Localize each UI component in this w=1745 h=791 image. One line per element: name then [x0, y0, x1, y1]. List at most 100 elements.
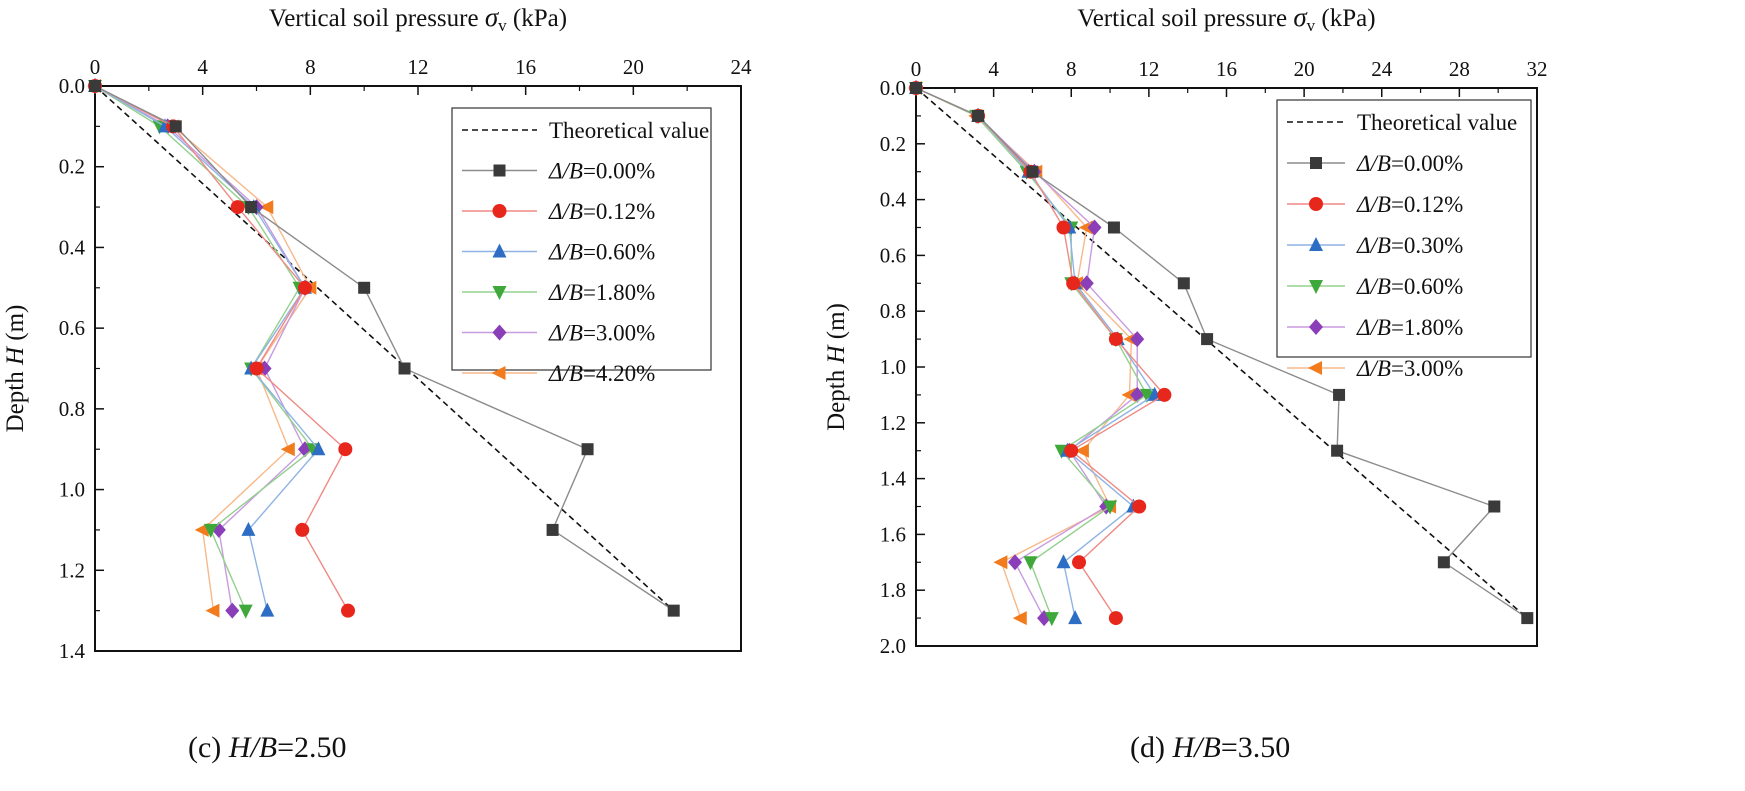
- legend-label-variable: Δ/B: [1356, 151, 1391, 176]
- x-tick-label: 16: [515, 55, 536, 79]
- legend-label-value: =1.80%: [583, 280, 655, 305]
- legend-marker: [491, 366, 506, 380]
- y-tick-label: 1.8: [880, 578, 906, 602]
- caption-value: =3.50: [1220, 731, 1291, 764]
- x-axis-title: Vertical soil pressure σv (kPa): [1077, 2, 1375, 35]
- legend-label-variable: Δ/B: [1356, 192, 1391, 217]
- data-point: [341, 603, 356, 618]
- x-axis-title-unit: (kPa): [507, 5, 567, 32]
- y-tick-label: 1.2: [59, 558, 85, 582]
- data-point: [1177, 277, 1190, 290]
- x-tick-label: 24: [731, 55, 753, 79]
- legend-label: Δ/B=0.00%: [1356, 151, 1463, 176]
- series-line: [94, 85, 306, 611]
- data-point: [260, 602, 275, 617]
- data-point: [280, 442, 295, 457]
- legend-label-variable: Δ/B: [1356, 356, 1391, 381]
- data-point: [205, 603, 220, 618]
- y-axis-title-text: Depth: [823, 364, 850, 431]
- x-tick-label: 12: [1138, 57, 1159, 81]
- y-axis-title-unit: (m): [823, 303, 850, 345]
- x-axis-title-subscript: v: [498, 16, 507, 35]
- data-point: [546, 523, 559, 536]
- y-tick-label: 0.8: [59, 397, 85, 421]
- x-tick-label: 4: [197, 55, 208, 79]
- legend-label: Δ/B=0.00%: [548, 159, 655, 184]
- legend-marker: [1308, 361, 1322, 375]
- x-tick-label: 8: [305, 55, 316, 79]
- data-point: [169, 120, 182, 133]
- legend-label-theoretical: Theoretical value: [549, 118, 709, 143]
- series-line: [94, 85, 349, 611]
- data-point: [249, 361, 264, 376]
- caption-prefix: (d): [1130, 731, 1173, 764]
- legend-label: Δ/B=4.20%: [548, 361, 655, 386]
- y-axis: 0.0 0.2 0.4 0.6 0.8 1.0 1.2 1.4: [59, 74, 104, 663]
- legend-label-variable: Δ/B: [548, 159, 583, 184]
- legend-label: Δ/B=0.30%: [1356, 233, 1463, 258]
- legend-label-variable: Δ/B: [548, 240, 583, 265]
- legend-marker: [1309, 237, 1323, 251]
- series-0.12-pct: [88, 79, 356, 618]
- legend-label: Δ/B=3.00%: [548, 321, 655, 346]
- legend-label-value: =0.12%: [1391, 192, 1463, 217]
- x-axis-title-symbol: σ: [485, 2, 500, 32]
- y-tick-label: 1.0: [59, 478, 85, 502]
- legend-label-value: =3.00%: [583, 321, 655, 346]
- legend-label-variable: Δ/B: [548, 280, 583, 305]
- x-tick-label: 12: [408, 55, 429, 79]
- data-point: [1108, 332, 1123, 347]
- x-axis-title-text: Vertical soil pressure: [269, 5, 485, 32]
- data-point: [89, 80, 101, 92]
- legend-marker: [492, 324, 507, 341]
- data-point: [1066, 276, 1081, 291]
- data-point: [993, 555, 1008, 570]
- data-point: [1107, 221, 1120, 234]
- data-point: [1108, 611, 1123, 626]
- y-tick-label: 1.6: [880, 522, 906, 546]
- legend-label-value: =0.00%: [583, 159, 655, 184]
- y-tick-label: 0.6: [59, 316, 85, 340]
- theoretical-line: [94, 85, 675, 612]
- legend-marker: [1309, 280, 1323, 294]
- x-axis-title-unit: (kPa): [1315, 5, 1375, 32]
- data-point: [297, 280, 312, 295]
- data-point: [295, 522, 310, 537]
- x-tick-label: 24: [1371, 57, 1393, 81]
- x-axis: 0 4 8 12 16 20 24: [90, 55, 752, 95]
- legend-marker: [492, 243, 507, 258]
- x-tick-label: 0: [90, 55, 101, 79]
- legend-label-variable: Δ/B: [548, 321, 583, 346]
- x-axis-title-subscript: v: [1307, 16, 1316, 35]
- data-point: [259, 200, 274, 215]
- legend-box: [451, 107, 712, 371]
- data-point: [398, 362, 411, 375]
- legend-label-value: =0.60%: [583, 240, 655, 265]
- data-point: [1056, 554, 1071, 569]
- legend-label-theoretical: Theoretical value: [1357, 110, 1517, 135]
- data-point: [225, 602, 240, 619]
- legend-label-variable: Δ/B: [548, 361, 583, 386]
- x-tick-label: 28: [1449, 57, 1470, 81]
- legend-label-value: =4.20%: [583, 361, 655, 386]
- legend-label-variable: Δ/B: [1356, 315, 1391, 340]
- legend-label-value: =0.12%: [583, 199, 655, 224]
- legend-label-value: =3.00%: [1391, 356, 1463, 381]
- data-point: [1521, 612, 1534, 625]
- y-axis-title: Depth H (m): [2, 305, 29, 433]
- legend-label-value: =1.80%: [1391, 315, 1463, 340]
- y-tick-label: 0.4: [59, 235, 86, 259]
- chart-panel-d: 0 4 8 12 16 20 24 28 32 0.0 0.2 0.4 0.6 0.8 1.0 1.2 1.4 1…: [823, 2, 1548, 658]
- data-point: [1331, 444, 1344, 457]
- legend-label: Δ/B=3.00%: [1356, 356, 1463, 381]
- series-0.00-pct: [89, 80, 680, 617]
- data-point: [1130, 331, 1145, 348]
- y-axis: 0.0 0.2 0.4 0.6 0.8 1.0 1.2 1.4 1.6 1.8 2.0: [880, 76, 925, 658]
- legend-label-variable: Δ/B: [548, 199, 583, 224]
- legend-marker: [1310, 157, 1322, 169]
- legend-marker: [493, 164, 506, 177]
- x-tick-label: 4: [988, 57, 999, 81]
- data-point: [1132, 499, 1147, 514]
- legend-label-value: =0.30%: [1391, 233, 1463, 258]
- data-point: [1026, 165, 1039, 178]
